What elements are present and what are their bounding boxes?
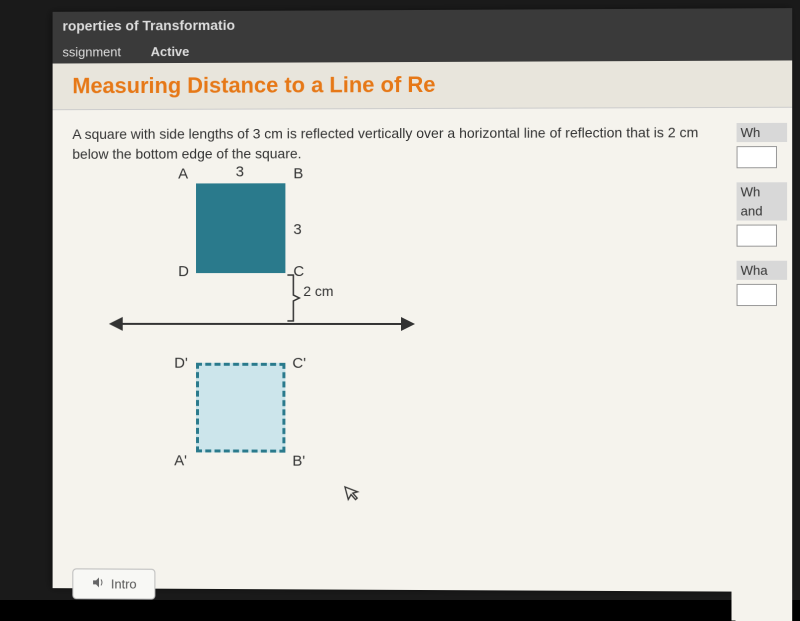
intro-button[interactable]: Intro (72, 568, 155, 599)
answer-input-3[interactable] (737, 284, 777, 306)
tab-active[interactable]: Active (151, 44, 190, 59)
question-2b-label: and (737, 201, 788, 220)
audio-icon (91, 575, 105, 592)
monitor-frame: roperties of Transformatio ssignment Act… (0, 0, 800, 600)
square-reflected (196, 363, 285, 453)
screen-content: roperties of Transformatio ssignment Act… (53, 8, 793, 592)
line-arrow-right (401, 317, 415, 331)
question-3-label: Wha (737, 261, 788, 280)
vertex-label-a: A (178, 166, 188, 183)
square-original (196, 183, 285, 273)
vertex-label-b-prime: B' (292, 453, 305, 470)
right-panel: Wh Wh and Wha (731, 108, 792, 621)
page-title: Measuring Distance to a Line of Re (72, 71, 772, 100)
content-area: A square with side lengths of 3 cm is re… (53, 108, 793, 621)
answer-input-1[interactable] (737, 146, 777, 168)
vertex-label-b: B (293, 165, 303, 182)
line-arrow-left (109, 317, 123, 331)
vertex-label-c-prime: C' (292, 355, 306, 372)
left-panel: A square with side lengths of 3 cm is re… (53, 108, 732, 621)
question-1-label: Wh (737, 123, 788, 142)
vertex-label-d-prime: D' (174, 355, 188, 372)
top-nav-bar: roperties of Transformatio (53, 8, 793, 40)
header-section: Measuring Distance to a Line of Re (53, 60, 793, 110)
problem-text: A square with side lengths of 3 cm is re… (72, 123, 711, 164)
tab-bar: ssignment Active (53, 36, 793, 63)
cursor-icon (342, 481, 365, 508)
lesson-title: roperties of Transformatio (62, 17, 235, 34)
intro-button-label: Intro (111, 576, 137, 591)
tab-assignment[interactable]: ssignment (62, 44, 121, 59)
reflection-line (117, 323, 405, 325)
answer-input-2[interactable] (737, 225, 777, 247)
question-2-label: Wh (737, 182, 788, 201)
gap-label: 2 cm (303, 283, 333, 299)
vertex-label-a-prime: A' (174, 453, 187, 470)
side-length-right: 3 (293, 221, 301, 238)
side-length-top: 3 (236, 164, 244, 181)
reflection-diagram: A B C D 3 3 2 cm D' (137, 173, 435, 533)
vertex-label-d: D (178, 263, 189, 280)
